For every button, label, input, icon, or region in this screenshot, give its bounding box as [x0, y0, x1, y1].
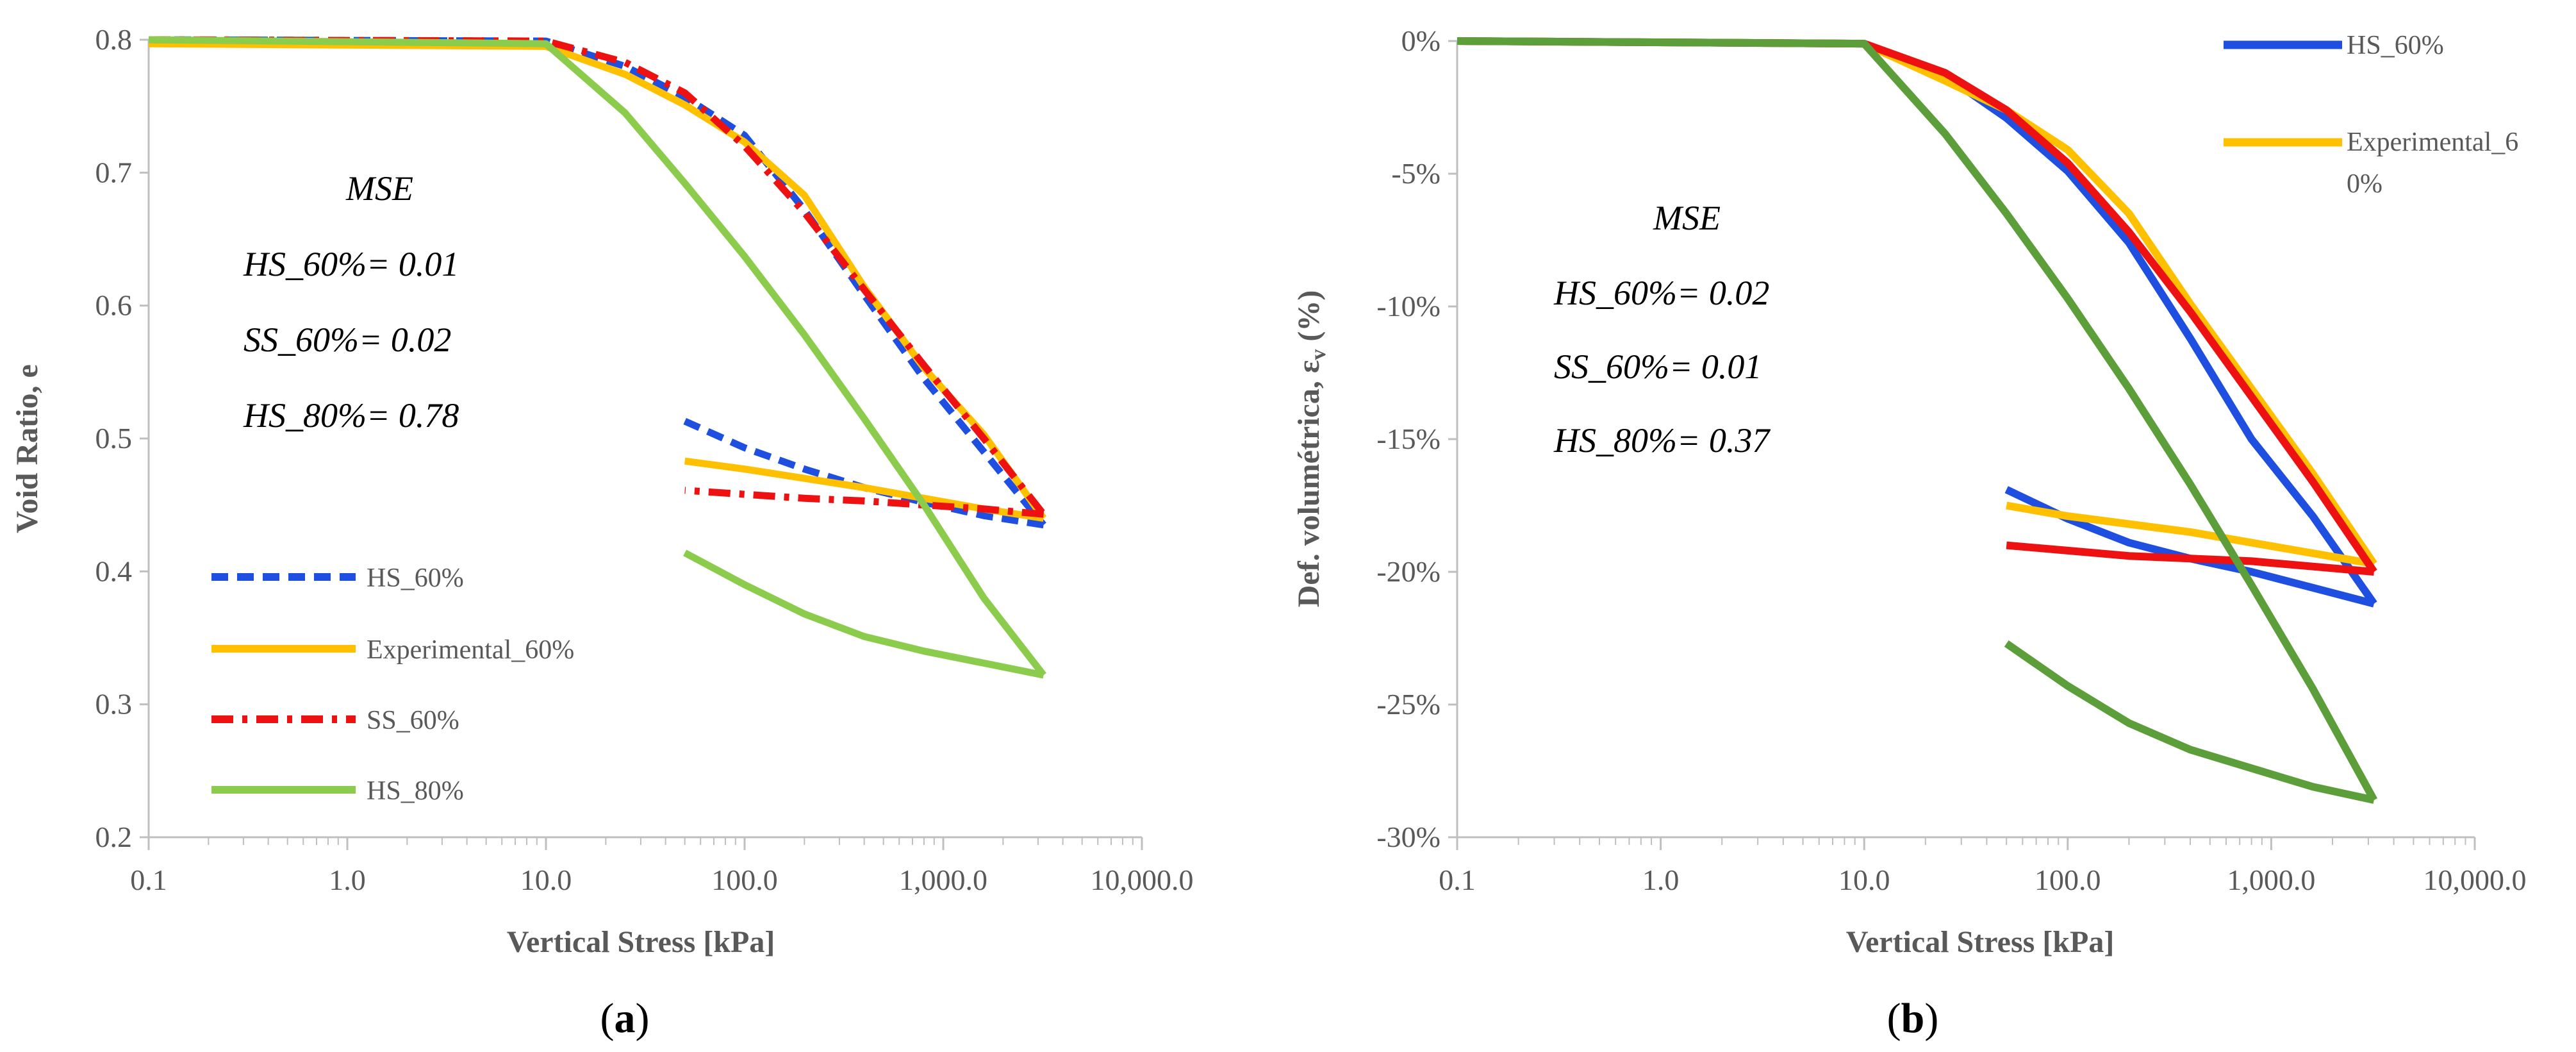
panel-b-x-tick-label: 0.1: [1439, 864, 1476, 896]
panel-b-mse-title: MSE: [1653, 199, 1721, 237]
panel-b-series-experimental-60-unloading: [2006, 501, 2375, 568]
panel-b-series: [1457, 37, 2378, 804]
panel-b-series-ss-60-loading: [1457, 37, 2377, 574]
panel-b-x-tick-label: 100.0: [2035, 864, 2101, 896]
panel-b-x-tick-label: 10,000.0: [2423, 864, 2527, 896]
panel-a-mse-line-3: HS_80%= 0.78: [243, 396, 459, 435]
panel-b-y-tick-label: -25%: [1376, 688, 1441, 721]
panel-b-chart: 0% -5% -10% -15% -20% -25% -30% 0.1 1.0 10.0 100.0…: [1292, 24, 2527, 1042]
panel-a-series-hs-80-loading: [148, 36, 1046, 678]
panel-a-mse-line-1: HS_60%= 0.01: [243, 245, 459, 283]
panel-b-x-axis-title: Vertical Stress [kPa]: [1846, 925, 2115, 959]
panel-a-letter: a: [615, 995, 636, 1042]
panel-b-mse-line-1: HS_60%= 0.02: [1553, 274, 1769, 312]
panel-b-y-axis-title-end: (%): [1292, 290, 1326, 349]
panel-a-series-ss-60-loading: [148, 36, 1046, 517]
panel-a-x-tick-label: 1.0: [329, 864, 366, 896]
panel-b-legend: HS_60% Experimental_6 0%: [2224, 31, 2518, 199]
panel-b-y-tick-label: -5%: [1391, 157, 1441, 190]
panel-a-legend-label-experimental-60: Experimental_60%: [367, 635, 574, 665]
panel-a-series: [148, 36, 1047, 679]
panel-b-letter: b: [1901, 995, 1925, 1042]
panel-a-y-tick-label: 0.8: [95, 23, 133, 56]
panel-b-y-tick-label: -10%: [1376, 290, 1441, 322]
panel-a-x-tick-label: 1,000.0: [899, 864, 987, 896]
panel-a-x-tick-label: 100.0: [711, 864, 778, 896]
panel-a-x-axis-title: Vertical Stress [kPa]: [507, 925, 775, 959]
panel-b-mse-line-2: SS_60%= 0.01: [1554, 347, 1762, 386]
panel-a-x-tick-label: 10,000.0: [1091, 864, 1194, 896]
panel-b-legend-label-experimental-1: Experimental_6: [2347, 128, 2518, 157]
panel-a-legend-label-ss-60: SS_60%: [367, 706, 459, 735]
panel-b-y-tick-label: 0%: [1401, 24, 1441, 57]
panel-b-y-tick-label: -20%: [1376, 555, 1441, 588]
panel-a-label: (a): [600, 995, 650, 1042]
panel-b-series-hs-60-loading: [1457, 37, 2377, 606]
panel-b-y-tick-label: -15%: [1376, 422, 1441, 455]
panel-a-series-ss-60-unloading: [684, 487, 1044, 518]
panel-b-x-tick-label: 1.0: [1642, 864, 1680, 896]
panel-b-y-tick-label: -30%: [1376, 821, 1441, 853]
panel-b-axes: 0% -5% -10% -15% -20% -25% -30% 0.1 1.0 10.0 100.0…: [1376, 24, 2526, 896]
panel-a-legend-label-hs-60: HS_60%: [367, 564, 464, 593]
panel-a-axes: 0.2 0.3 0.4 0.5 0.6 0.7 0.8 0.1 1.0 10.0 100.0 1,00…: [95, 23, 1194, 896]
panel-b-y-axis-title-main: Def. volumétrica, ε: [1292, 360, 1326, 608]
panel-b-legend-label-experimental-2: 0%: [2347, 169, 2382, 199]
panel-a-mse-annotation: MSE HS_60%= 0.01 SS_60%= 0.02 HS_80%= 0.…: [243, 169, 459, 435]
panel-b-series-hs-80-loading: [1457, 37, 2378, 802]
panel-a-y-tick-label: 0.7: [95, 156, 133, 188]
panel-b-x-tick-label: 10.0: [1838, 864, 1890, 896]
panel-b-series-hs-80-unloading: [2004, 640, 2375, 804]
panel-b-mse-line-3: HS_80%= 0.37: [1553, 421, 1771, 460]
panel-b-x-tick-label: 1,000.0: [2227, 864, 2315, 896]
panel-a-y-tick-label: 0.2: [95, 821, 133, 853]
panel-b-mse-annotation: MSE HS_60%= 0.02 SS_60%= 0.01 HS_80%= 0.…: [1553, 199, 1771, 460]
panel-a-x-tick-label: 10.0: [520, 864, 572, 896]
panel-a-mse-line-2: SS_60%= 0.02: [244, 321, 451, 359]
panel-a-mse-title: MSE: [345, 169, 413, 208]
panel-a-y-tick-label: 0.4: [95, 555, 133, 587]
panel-b-label: (b): [1887, 995, 1939, 1042]
panel-b-y-axis-title: Def. volumétrica, εv (%): [1292, 290, 1330, 608]
panel-a-chart: 0.2 0.3 0.4 0.5 0.6 0.7 0.8 0.1 1.0 10.0 100.0 1,00…: [10, 23, 1194, 1042]
panel-b-y-axis-title-sub: v: [1307, 349, 1330, 360]
panel-a-y-tick-label: 0.6: [95, 289, 133, 322]
panel-b-series-ss-60-unloading: [2006, 541, 2375, 576]
panel-b-legend-label-hs60: HS_60%: [2347, 31, 2444, 60]
panel-a-y-axis-title: Void Ratio, e: [10, 364, 44, 533]
panel-a-y-tick-label: 0.3: [95, 688, 133, 721]
panel-a-x-tick-label: 0.1: [130, 864, 167, 896]
panel-a-legend: HS_60% Experimental_60% SS_60% HS_80%: [211, 564, 574, 806]
panel-a-y-tick-label: 0.5: [95, 422, 133, 455]
panel-a-legend-label-hs-80: HS_80%: [367, 776, 464, 806]
panel-a-series-hs-80-unloading: [683, 549, 1044, 679]
